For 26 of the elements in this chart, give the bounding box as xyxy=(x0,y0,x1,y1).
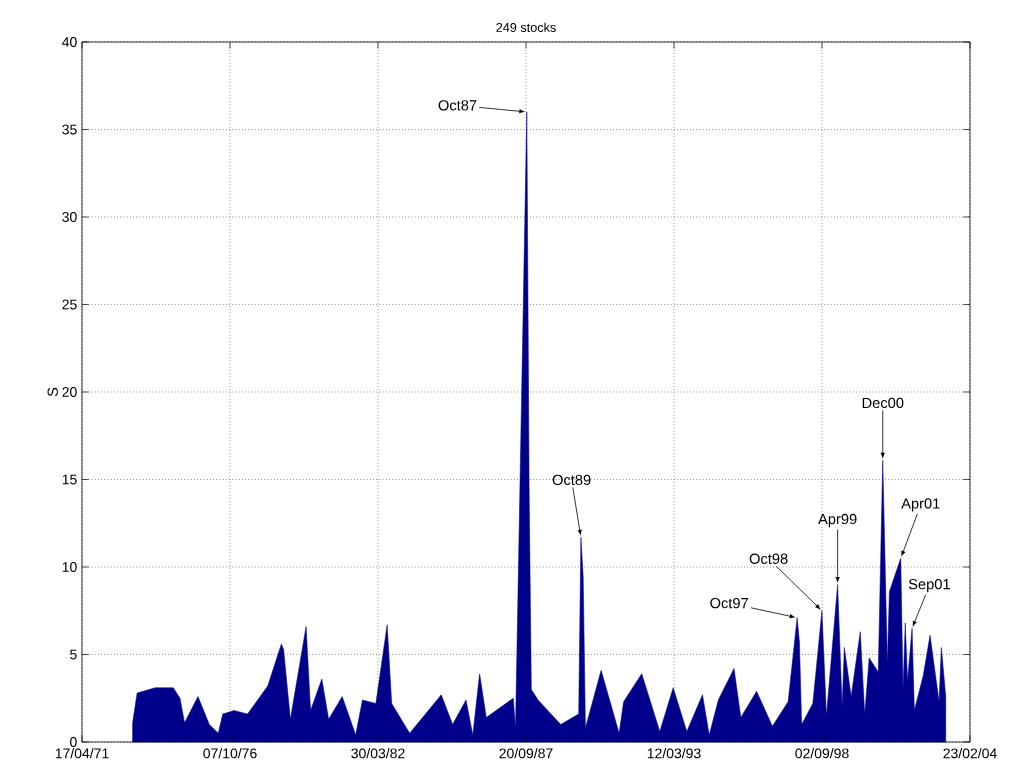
y-tick-label: 5 xyxy=(70,649,77,660)
y-tick-label: 15 xyxy=(62,474,77,485)
annotation: Apr99 xyxy=(818,513,857,528)
x-tick-label: 17/04/71 xyxy=(55,748,109,759)
annotation: Sep01 xyxy=(908,578,950,593)
y-tick-label: 35 xyxy=(62,124,77,135)
annotation: Oct89 xyxy=(552,474,591,486)
x-tick-label: 02/09/98 xyxy=(795,748,849,759)
x-tick-label: 12/03/93 xyxy=(647,748,701,759)
annotation: Dec00 xyxy=(862,397,904,409)
annotation: Apr01 xyxy=(901,498,940,512)
y-tick-label: 30 xyxy=(62,212,77,222)
chart-title: 249 stocks xyxy=(496,22,556,32)
y-tick-label: 25 xyxy=(62,299,77,310)
annotation: Oct98 xyxy=(749,553,788,564)
y-tick-label: 40 xyxy=(62,37,77,47)
x-tick-label: 07/10/76 xyxy=(203,748,257,759)
x-tick-label: 20/09/87 xyxy=(499,748,553,759)
y-tick-label: 20 xyxy=(62,387,77,397)
annotation: Oct97 xyxy=(710,597,748,609)
y-axis-title: S xyxy=(47,387,58,397)
x-tick-label: 30/03/82 xyxy=(351,748,405,759)
x-tick-label: 23/02/04 xyxy=(943,748,997,759)
y-tick-label: 10 xyxy=(62,562,77,572)
annotation: Oct87 xyxy=(438,100,477,111)
y-tick-label: 0 xyxy=(70,737,77,747)
